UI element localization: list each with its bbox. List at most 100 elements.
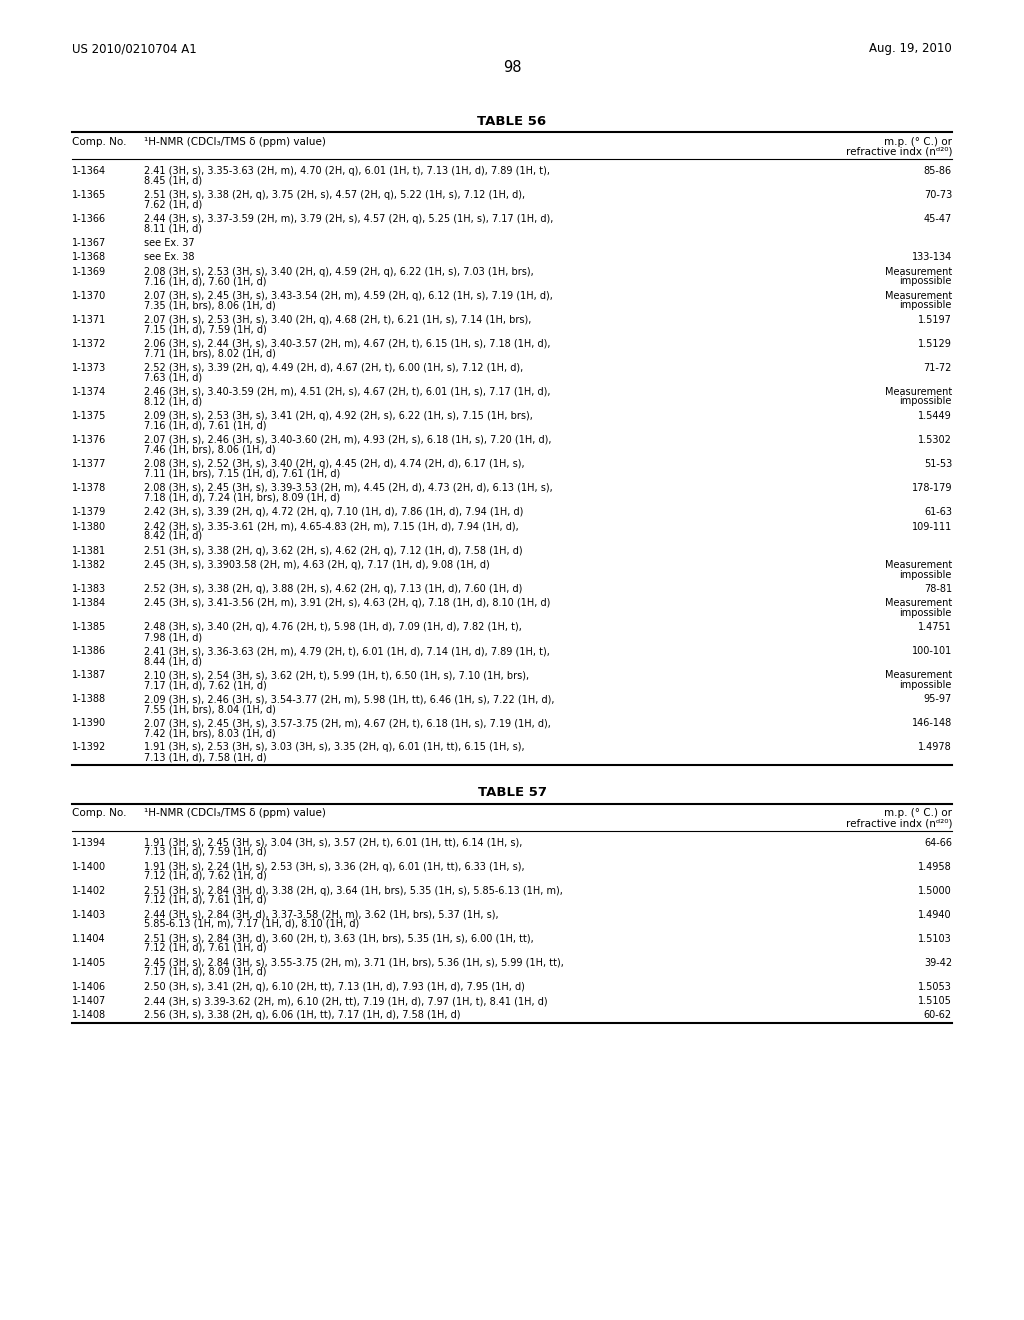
Text: 1-1388: 1-1388: [72, 694, 106, 705]
Text: 45-47: 45-47: [924, 214, 952, 224]
Text: 71-72: 71-72: [924, 363, 952, 374]
Text: 8.11 (1H, d): 8.11 (1H, d): [144, 223, 202, 234]
Text: 2.41 (3H, s), 3.36-3.63 (2H, m), 4.79 (2H, t), 6.01 (1H, d), 7.14 (1H, d), 7.89 : 2.41 (3H, s), 3.36-3.63 (2H, m), 4.79 (2…: [144, 647, 550, 656]
Text: 2.08 (3H, s), 2.53 (3H, s), 3.40 (2H, q), 4.59 (2H, q), 6.22 (1H, s), 7.03 (1H, : 2.08 (3H, s), 2.53 (3H, s), 3.40 (2H, q)…: [144, 267, 534, 277]
Text: impossible: impossible: [900, 609, 952, 618]
Text: impossible: impossible: [900, 301, 952, 310]
Text: 7.62 (1H, d): 7.62 (1H, d): [144, 199, 203, 210]
Text: 2.42 (3H, s), 3.35-3.61 (2H, m), 4.65-4.83 (2H, m), 7.15 (1H, d), 7.94 (1H, d),: 2.42 (3H, s), 3.35-3.61 (2H, m), 4.65-4.…: [144, 521, 519, 532]
Text: refractive indx (nᵈ²⁰): refractive indx (nᵈ²⁰): [846, 147, 952, 157]
Text: 1-1368: 1-1368: [72, 252, 106, 263]
Text: 178-179: 178-179: [911, 483, 952, 492]
Text: 1-1369: 1-1369: [72, 267, 106, 277]
Text: 7.17 (1H, d), 8.09 (1H, d): 7.17 (1H, d), 8.09 (1H, d): [144, 968, 266, 977]
Text: 7.12 (1H, d), 7.61 (1H, d): 7.12 (1H, d), 7.61 (1H, d): [144, 942, 266, 953]
Text: refractive indx (nᵈ²⁰): refractive indx (nᵈ²⁰): [846, 818, 952, 828]
Text: 85-86: 85-86: [924, 166, 952, 176]
Text: 2.51 (3H, s), 3.38 (2H, q), 3.62 (2H, s), 4.62 (2H, q), 7.12 (1H, d), 7.58 (1H, : 2.51 (3H, s), 3.38 (2H, q), 3.62 (2H, s)…: [144, 545, 522, 556]
Text: 1-1390: 1-1390: [72, 718, 106, 729]
Text: 1-1378: 1-1378: [72, 483, 106, 492]
Text: see Ex. 38: see Ex. 38: [144, 252, 195, 263]
Text: 7.15 (1H, d), 7.59 (1H, d): 7.15 (1H, d), 7.59 (1H, d): [144, 325, 266, 334]
Text: 1-1405: 1-1405: [72, 957, 106, 968]
Text: 1.4958: 1.4958: [919, 862, 952, 871]
Text: 1-1407: 1-1407: [72, 997, 106, 1006]
Text: impossible: impossible: [900, 276, 952, 286]
Text: 7.16 (1H, d), 7.61 (1H, d): 7.16 (1H, d), 7.61 (1H, d): [144, 421, 266, 430]
Text: 1-1366: 1-1366: [72, 214, 106, 224]
Text: ¹H-NMR (CDCl₃/TMS δ (ppm) value): ¹H-NMR (CDCl₃/TMS δ (ppm) value): [144, 808, 326, 818]
Text: Measurement: Measurement: [885, 560, 952, 570]
Text: 7.42 (1H, brs), 8.03 (1H, d): 7.42 (1H, brs), 8.03 (1H, d): [144, 729, 275, 738]
Text: 2.51 (3H, s), 2.84 (3H, d), 3.60 (2H, t), 3.63 (1H, brs), 5.35 (1H, s), 6.00 (1H: 2.51 (3H, s), 2.84 (3H, d), 3.60 (2H, t)…: [144, 933, 534, 944]
Text: 2.42 (3H, s), 3.39 (2H, q), 4.72 (2H, q), 7.10 (1H, d), 7.86 (1H, d), 7.94 (1H, : 2.42 (3H, s), 3.39 (2H, q), 4.72 (2H, q)…: [144, 507, 523, 517]
Text: 1.91 (3H, s), 2.45 (3H, s), 3.04 (3H, s), 3.57 (2H, t), 6.01 (1H, tt), 6.14 (1H,: 1.91 (3H, s), 2.45 (3H, s), 3.04 (3H, s)…: [144, 837, 522, 847]
Text: 8.42 (1H, d): 8.42 (1H, d): [144, 531, 202, 541]
Text: 1-1380: 1-1380: [72, 521, 106, 532]
Text: 1-1373: 1-1373: [72, 363, 106, 374]
Text: Comp. No.: Comp. No.: [72, 808, 127, 818]
Text: 61-63: 61-63: [924, 507, 952, 517]
Text: impossible: impossible: [900, 396, 952, 407]
Text: 1.5129: 1.5129: [919, 339, 952, 348]
Text: 64-66: 64-66: [924, 837, 952, 847]
Text: impossible: impossible: [900, 680, 952, 690]
Text: 2.09 (3H, s), 2.46 (3H, s), 3.54-3.77 (2H, m), 5.98 (1H, tt), 6.46 (1H, s), 7.22: 2.09 (3H, s), 2.46 (3H, s), 3.54-3.77 (2…: [144, 694, 555, 705]
Text: 7.16 (1H, d), 7.60 (1H, d): 7.16 (1H, d), 7.60 (1H, d): [144, 276, 266, 286]
Text: 2.44 (3H, s) 3.39-3.62 (2H, m), 6.10 (2H, tt), 7.19 (1H, d), 7.97 (1H, t), 8.41 : 2.44 (3H, s) 3.39-3.62 (2H, m), 6.10 (2H…: [144, 997, 548, 1006]
Text: 1-1370: 1-1370: [72, 290, 106, 301]
Text: 1-1408: 1-1408: [72, 1011, 106, 1020]
Text: 1.5302: 1.5302: [919, 436, 952, 445]
Text: 98: 98: [503, 59, 521, 75]
Text: 1.5000: 1.5000: [919, 886, 952, 895]
Text: 2.44 (3H, s), 2.84 (3H, d), 3.37-3.58 (2H, m), 3.62 (1H, brs), 5.37 (1H, s),: 2.44 (3H, s), 2.84 (3H, d), 3.37-3.58 (2…: [144, 909, 499, 920]
Text: 2.50 (3H, s), 3.41 (2H, q), 6.10 (2H, tt), 7.13 (1H, d), 7.93 (1H, d), 7.95 (1H,: 2.50 (3H, s), 3.41 (2H, q), 6.10 (2H, tt…: [144, 982, 525, 991]
Text: 1-1381: 1-1381: [72, 545, 106, 556]
Text: 7.11 (1H, brs), 7.15 (1H, d), 7.61 (1H, d): 7.11 (1H, brs), 7.15 (1H, d), 7.61 (1H, …: [144, 469, 340, 479]
Text: 1-1376: 1-1376: [72, 436, 106, 445]
Text: 2.45 (3H, s), 2.84 (3H, s), 3.55-3.75 (2H, m), 3.71 (1H, brs), 5.36 (1H, s), 5.9: 2.45 (3H, s), 2.84 (3H, s), 3.55-3.75 (2…: [144, 957, 564, 968]
Text: 2.52 (3H, s), 3.39 (2H, q), 4.49 (2H, d), 4.67 (2H, t), 6.00 (1H, s), 7.12 (1H, : 2.52 (3H, s), 3.39 (2H, q), 4.49 (2H, d)…: [144, 363, 523, 374]
Text: TABLE 57: TABLE 57: [477, 787, 547, 800]
Text: 1.5103: 1.5103: [919, 933, 952, 944]
Text: 2.08 (3H, s), 2.45 (3H, s), 3.39-3.53 (2H, m), 4.45 (2H, d), 4.73 (2H, d), 6.13 : 2.08 (3H, s), 2.45 (3H, s), 3.39-3.53 (2…: [144, 483, 553, 492]
Text: 7.35 (1H, brs), 8.06 (1H, d): 7.35 (1H, brs), 8.06 (1H, d): [144, 301, 275, 310]
Text: see Ex. 37: see Ex. 37: [144, 238, 195, 248]
Text: 1-1400: 1-1400: [72, 862, 106, 871]
Text: 1-1406: 1-1406: [72, 982, 106, 991]
Text: 2.56 (3H, s), 3.38 (2H, q), 6.06 (1H, tt), 7.17 (1H, d), 7.58 (1H, d): 2.56 (3H, s), 3.38 (2H, q), 6.06 (1H, tt…: [144, 1011, 461, 1020]
Text: 133-134: 133-134: [911, 252, 952, 263]
Text: 1.5053: 1.5053: [919, 982, 952, 991]
Text: 2.09 (3H, s), 2.53 (3H, s), 3.41 (2H, q), 4.92 (2H, s), 6.22 (1H, s), 7.15 (1H, : 2.09 (3H, s), 2.53 (3H, s), 3.41 (2H, q)…: [144, 411, 532, 421]
Text: 146-148: 146-148: [911, 718, 952, 729]
Text: impossible: impossible: [900, 569, 952, 579]
Text: 2.48 (3H, s), 3.40 (2H, q), 4.76 (2H, t), 5.98 (1H, d), 7.09 (1H, d), 7.82 (1H, : 2.48 (3H, s), 3.40 (2H, q), 4.76 (2H, t)…: [144, 623, 522, 632]
Text: 2.44 (3H, s), 3.37-3.59 (2H, m), 3.79 (2H, s), 4.57 (2H, q), 5.25 (1H, s), 7.17 : 2.44 (3H, s), 3.37-3.59 (2H, m), 3.79 (2…: [144, 214, 553, 224]
Text: 8.44 (1H, d): 8.44 (1H, d): [144, 656, 202, 667]
Text: 1-1386: 1-1386: [72, 647, 106, 656]
Text: 1-1374: 1-1374: [72, 387, 106, 397]
Text: 1-1403: 1-1403: [72, 909, 106, 920]
Text: ¹H-NMR (CDCl₃/TMS δ (ppm) value): ¹H-NMR (CDCl₃/TMS δ (ppm) value): [144, 137, 326, 147]
Text: 2.07 (3H, s), 2.45 (3H, s), 3.57-3.75 (2H, m), 4.67 (2H, t), 6.18 (1H, s), 7.19 : 2.07 (3H, s), 2.45 (3H, s), 3.57-3.75 (2…: [144, 718, 551, 729]
Text: 7.12 (1H, d), 7.61 (1H, d): 7.12 (1H, d), 7.61 (1H, d): [144, 895, 266, 906]
Text: US 2010/0210704 A1: US 2010/0210704 A1: [72, 42, 197, 55]
Text: 1.4751: 1.4751: [919, 623, 952, 632]
Text: 2.51 (3H, s), 2.84 (3H, d), 3.38 (2H, q), 3.64 (1H, brs), 5.35 (1H, s), 5.85-6.1: 2.51 (3H, s), 2.84 (3H, d), 3.38 (2H, q)…: [144, 886, 563, 895]
Text: 7.55 (1H, brs), 8.04 (1H, d): 7.55 (1H, brs), 8.04 (1H, d): [144, 704, 275, 714]
Text: Measurement: Measurement: [885, 671, 952, 681]
Text: 7.63 (1H, d): 7.63 (1H, d): [144, 372, 202, 383]
Text: 1.5449: 1.5449: [919, 411, 952, 421]
Text: 1.5105: 1.5105: [919, 997, 952, 1006]
Text: 78-81: 78-81: [924, 583, 952, 594]
Text: 1-1375: 1-1375: [72, 411, 106, 421]
Text: 1.91 (3H, s), 2.53 (3H, s), 3.03 (3H, s), 3.35 (2H, q), 6.01 (1H, tt), 6.15 (1H,: 1.91 (3H, s), 2.53 (3H, s), 3.03 (3H, s)…: [144, 742, 524, 752]
Text: 7.13 (1H, d), 7.58 (1H, d): 7.13 (1H, d), 7.58 (1H, d): [144, 752, 266, 762]
Text: 2.10 (3H, s), 2.54 (3H, s), 3.62 (2H, t), 5.99 (1H, t), 6.50 (1H, s), 7.10 (1H, : 2.10 (3H, s), 2.54 (3H, s), 3.62 (2H, t)…: [144, 671, 529, 681]
Text: m.p. (° C.) or: m.p. (° C.) or: [884, 137, 952, 147]
Text: 7.46 (1H, brs), 8.06 (1H, d): 7.46 (1H, brs), 8.06 (1H, d): [144, 445, 275, 454]
Text: 2.08 (3H, s), 2.52 (3H, s), 3.40 (2H, q), 4.45 (2H, d), 4.74 (2H, d), 6.17 (1H, : 2.08 (3H, s), 2.52 (3H, s), 3.40 (2H, q)…: [144, 459, 524, 469]
Text: 70-73: 70-73: [924, 190, 952, 201]
Text: Measurement: Measurement: [885, 267, 952, 277]
Text: 1.1404: 1.1404: [72, 933, 105, 944]
